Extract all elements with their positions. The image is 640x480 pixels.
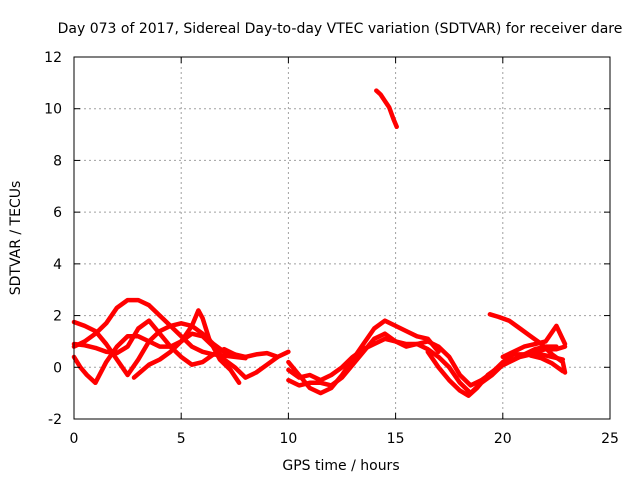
y-tick-label: 8 — [53, 153, 62, 169]
y-axis-label: SDTVAR / TECUs — [8, 181, 24, 296]
series-track-4 — [71, 318, 238, 367]
series-track-13 — [374, 88, 399, 130]
series-track-10 — [487, 312, 568, 375]
x-tick-label: 25 — [601, 431, 619, 447]
grid-lines — [74, 57, 610, 419]
y-tick-label: 0 — [53, 360, 62, 376]
x-tick-label: 5 — [177, 431, 186, 447]
x-tick-label: 15 — [387, 431, 405, 447]
y-tick-label: -2 — [48, 412, 62, 428]
x-tick-label: 0 — [70, 431, 79, 447]
y-tick-label: 10 — [44, 102, 62, 118]
series-track-5 — [131, 308, 242, 386]
y-tick-label: 12 — [44, 50, 62, 66]
y-tick-label: 4 — [53, 257, 62, 273]
series-track-6 — [286, 318, 441, 396]
y-tick-label: 2 — [53, 309, 62, 325]
x-tick-label: 20 — [494, 431, 512, 447]
series-track-12 — [528, 353, 566, 374]
series-track-9 — [425, 349, 566, 398]
series-track-8 — [286, 331, 568, 388]
y-tick-label: 6 — [53, 205, 62, 221]
x-axis-label: GPS time / hours — [282, 458, 399, 474]
x-tick-label: 10 — [279, 431, 297, 447]
axis-ticks: 0 5 10 15 20 25 -2 0 2 4 6 8 10 12 — [44, 50, 619, 447]
plot-frame — [73, 56, 611, 420]
series-track-11 — [500, 323, 568, 360]
chart-title: Day 073 of 2017, Sidereal Day-to-day VTE… — [58, 21, 623, 37]
data-series-group — [71, 88, 568, 398]
